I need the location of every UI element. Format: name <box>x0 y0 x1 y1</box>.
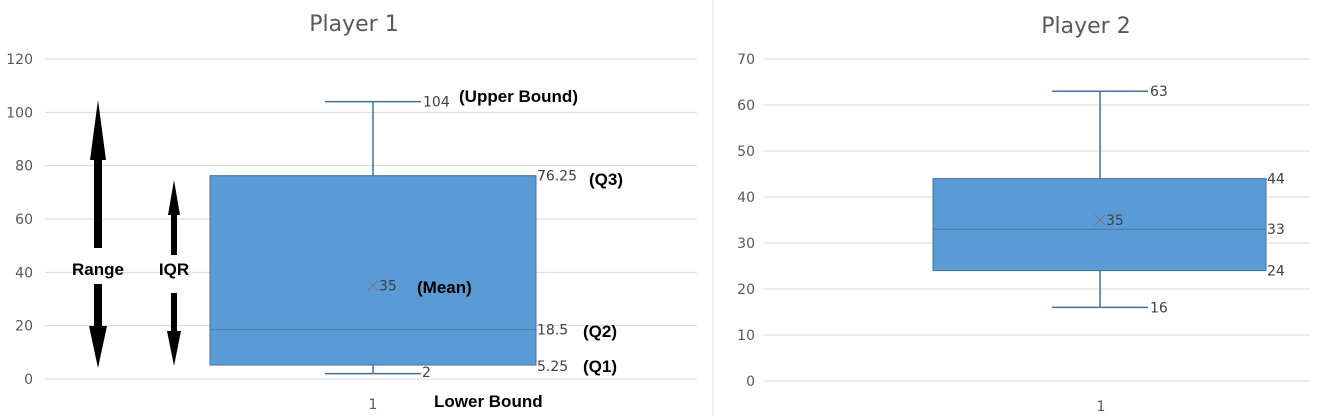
y-tick-label: 20 <box>737 282 755 298</box>
box-plot: 63 44 33 24 16 35 <box>932 84 1285 316</box>
y-tick-label: 40 <box>737 190 755 206</box>
mean-marker <box>1094 214 1106 226</box>
data-label-min: 2 <box>422 365 431 381</box>
iqr-box <box>932 178 1267 272</box>
y-tick-label: 100 <box>6 105 33 121</box>
x-tick-label: 1 <box>369 397 378 413</box>
annotation-q2: (Q2) <box>583 322 617 341</box>
y-tick-label: 0 <box>24 372 33 388</box>
annotation-iqr: IQR <box>159 260 189 279</box>
annotation-upper-bound: (Upper Bound) <box>459 87 578 106</box>
y-tick-label: 70 <box>737 52 755 68</box>
y-tick-label: 0 <box>746 374 755 390</box>
data-label-q1: 5.25 <box>537 359 568 375</box>
data-label-q3: 76.25 <box>537 169 577 185</box>
y-tick-label: 40 <box>15 265 33 281</box>
y-tick-label: 20 <box>15 319 33 335</box>
data-label-q3: 44 <box>1267 172 1285 188</box>
data-label-mean: 35 <box>379 279 397 295</box>
data-label-q1: 24 <box>1267 264 1285 280</box>
y-tick-label: 120 <box>6 52 33 68</box>
range-arrow-up-head <box>90 100 106 160</box>
data-label-median: 33 <box>1267 222 1285 238</box>
data-label-min: 16 <box>1150 300 1168 316</box>
box-plot: 104 76.25 18.5 5.25 2 35 <box>209 95 577 381</box>
mean-marker <box>367 280 379 292</box>
iqr-arrow-down-shaft <box>171 293 177 333</box>
iqr-arrow <box>167 180 181 366</box>
y-tick-label: 30 <box>737 236 755 252</box>
annotation-lower-bound: Lower Bound <box>434 392 543 411</box>
y-tick-label: 80 <box>15 159 33 175</box>
y-tick-labels: 0 10 20 30 40 50 60 70 <box>737 52 755 390</box>
iqr-arrow-down-head <box>167 331 181 366</box>
annotation-q3: (Q3) <box>589 170 623 189</box>
data-label-max: 63 <box>1150 84 1168 100</box>
range-arrow <box>89 100 107 368</box>
chart-title: Player 2 <box>1041 14 1130 39</box>
x-tick-label: 1 <box>1097 399 1106 415</box>
range-arrow-down-head <box>89 326 107 368</box>
annotation-range: Range <box>72 260 124 279</box>
iqr-arrow-up-head <box>168 180 180 215</box>
range-arrow-up-shaft <box>94 158 102 248</box>
data-label-median: 18.5 <box>537 323 568 339</box>
iqr-box <box>209 175 537 366</box>
y-tick-label: 50 <box>737 144 755 160</box>
chart-player-2: Player 2 0 10 20 30 40 50 60 70 63 44 33 24 16 35 1 <box>737 14 1310 415</box>
iqr-arrow-up-shaft <box>171 213 177 255</box>
range-arrow-down-shaft <box>94 284 102 328</box>
chart-title: Player 1 <box>309 12 398 37</box>
annotation-mean: (Mean) <box>417 278 472 297</box>
y-tick-label: 60 <box>15 212 33 228</box>
annotation-q1: (Q1) <box>583 357 617 376</box>
data-label-max: 104 <box>423 95 450 111</box>
y-tick-label: 60 <box>737 98 755 114</box>
y-tick-labels: 0 20 40 60 80 100 120 <box>6 52 33 388</box>
y-tick-label: 10 <box>737 328 755 344</box>
data-label-mean: 35 <box>1106 213 1124 229</box>
chart-player-1: Player 1 0 20 40 60 80 100 120 104 76.25 18.5 5.2… <box>6 12 697 413</box>
